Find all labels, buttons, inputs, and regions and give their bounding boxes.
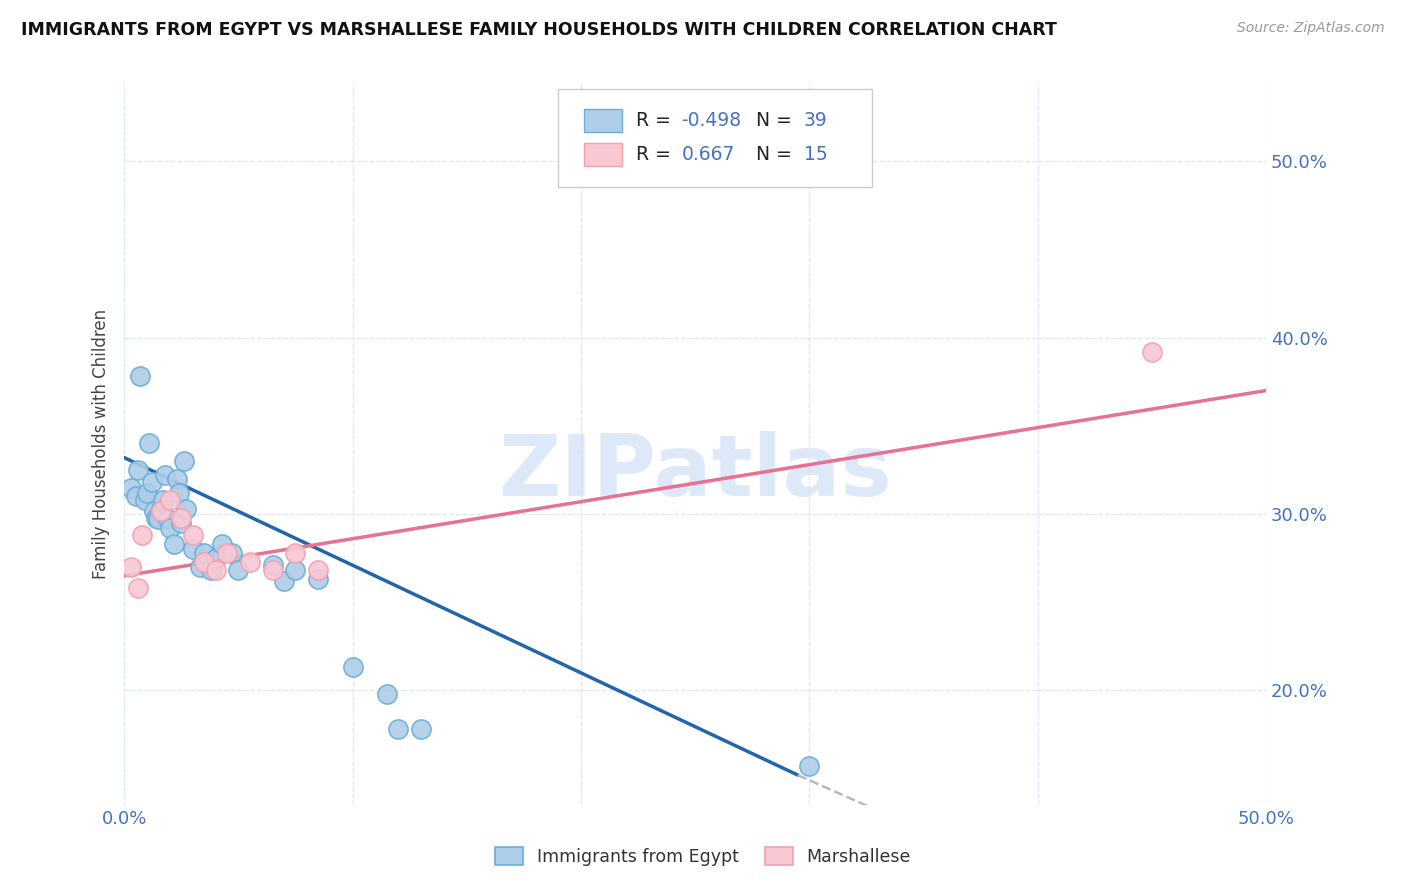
Point <box>284 564 307 578</box>
Point <box>204 564 226 578</box>
Point <box>409 723 432 737</box>
Point <box>193 546 215 560</box>
Point <box>262 558 284 573</box>
Point <box>163 537 186 551</box>
Point <box>166 472 188 486</box>
Text: 15: 15 <box>804 145 827 164</box>
Text: R =: R = <box>636 145 682 164</box>
Point <box>181 542 204 557</box>
Point <box>155 468 177 483</box>
Point <box>120 481 142 495</box>
Text: N =: N = <box>755 145 797 164</box>
Y-axis label: Family Households with Children: Family Households with Children <box>93 309 110 579</box>
Point <box>342 660 364 674</box>
Point <box>156 512 179 526</box>
Point <box>173 454 195 468</box>
Point <box>149 503 172 517</box>
Point <box>188 560 211 574</box>
Point <box>375 687 398 701</box>
Point <box>159 492 181 507</box>
Point <box>167 486 190 500</box>
Point <box>145 510 167 524</box>
Point <box>149 501 172 516</box>
FancyBboxPatch shape <box>585 109 621 132</box>
Text: -0.498: -0.498 <box>682 111 741 129</box>
Point <box>142 503 165 517</box>
Point <box>193 555 215 569</box>
Text: N =: N = <box>755 111 797 129</box>
FancyBboxPatch shape <box>585 143 621 166</box>
Point <box>181 528 204 542</box>
Text: R =: R = <box>636 111 676 129</box>
Point <box>152 492 174 507</box>
Point <box>284 546 307 560</box>
Point <box>124 490 146 504</box>
Point <box>228 564 250 578</box>
Point <box>120 560 142 574</box>
Point <box>204 551 226 566</box>
Legend: Immigrants from Egypt, Marshallese: Immigrants from Egypt, Marshallese <box>488 840 918 872</box>
Text: ZIPatlas: ZIPatlas <box>498 431 891 514</box>
Point <box>148 512 170 526</box>
Point <box>799 759 821 773</box>
Point <box>159 521 181 535</box>
Point <box>174 501 197 516</box>
Point <box>221 546 243 560</box>
Point <box>307 564 329 578</box>
Text: 39: 39 <box>804 111 827 129</box>
Point <box>127 463 149 477</box>
Text: 0.667: 0.667 <box>682 145 735 164</box>
Point <box>239 555 262 569</box>
Point <box>211 537 233 551</box>
Point <box>200 564 222 578</box>
Point <box>131 528 153 542</box>
Point <box>170 516 193 530</box>
Point <box>141 475 163 490</box>
Point <box>1140 344 1163 359</box>
Text: Source: ZipAtlas.com: Source: ZipAtlas.com <box>1237 21 1385 35</box>
Point <box>307 572 329 586</box>
Point <box>136 486 159 500</box>
Point <box>215 546 238 560</box>
FancyBboxPatch shape <box>558 89 872 186</box>
Point <box>129 369 152 384</box>
Point <box>127 581 149 595</box>
Point <box>273 574 295 588</box>
Point <box>262 564 284 578</box>
Text: IMMIGRANTS FROM EGYPT VS MARSHALLESE FAMILY HOUSEHOLDS WITH CHILDREN CORRELATION: IMMIGRANTS FROM EGYPT VS MARSHALLESE FAM… <box>21 21 1057 38</box>
Point <box>387 723 409 737</box>
Point <box>170 510 193 524</box>
Point <box>138 436 160 450</box>
Point <box>134 492 156 507</box>
